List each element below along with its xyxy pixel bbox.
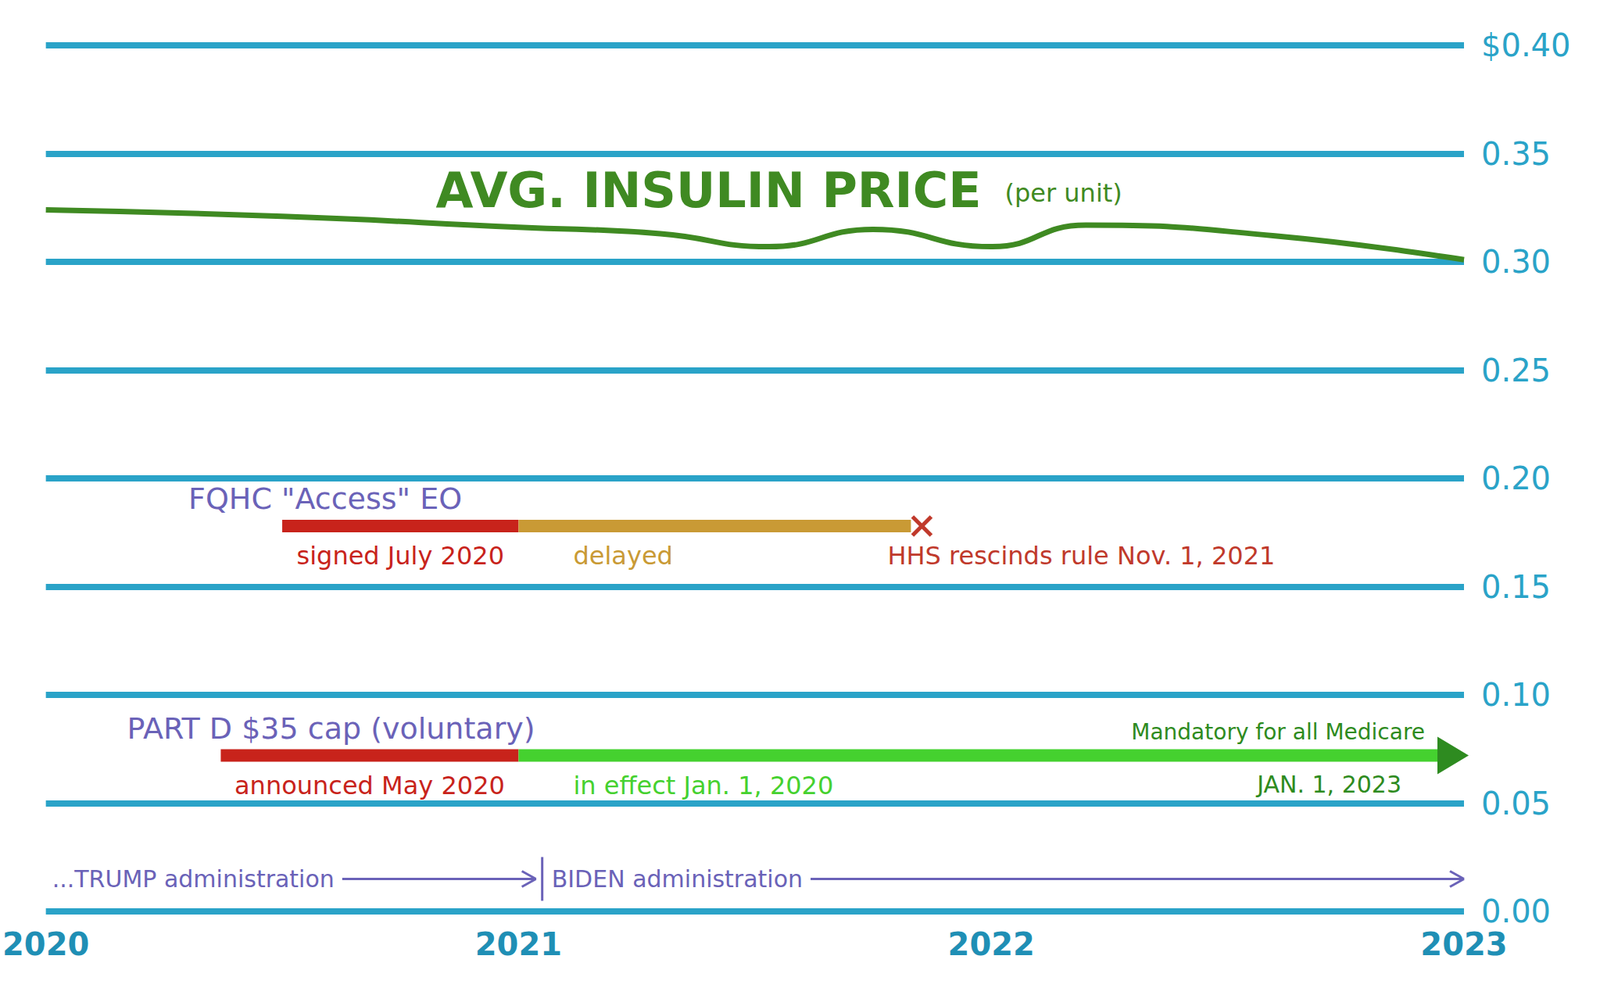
svg-text:Mandatory for all Medicare: Mandatory for all Medicare (1131, 719, 1425, 745)
svg-text:announced May 2020: announced May 2020 (234, 770, 505, 801)
svg-text:0.05: 0.05 (1481, 785, 1551, 822)
svg-text:2023: 2023 (1420, 926, 1507, 963)
svg-text:...TRUMP administration: ...TRUMP administration (52, 865, 335, 893)
svg-text:0.15: 0.15 (1481, 569, 1551, 605)
svg-text:2020: 2020 (2, 926, 90, 963)
svg-text:$0.40: $0.40 (1481, 27, 1572, 64)
svg-text:0.10: 0.10 (1481, 676, 1551, 713)
svg-text:0.20: 0.20 (1481, 460, 1551, 497)
svg-text:2022: 2022 (948, 926, 1035, 963)
svg-text:JAN. 1, 2023: JAN. 1, 2023 (1255, 770, 1402, 799)
svg-text:0.00: 0.00 (1481, 893, 1551, 930)
svg-text:0.30: 0.30 (1481, 243, 1551, 280)
svg-text:BIDEN administration: BIDEN administration (551, 865, 803, 893)
svg-text:delayed: delayed (572, 540, 673, 571)
svg-text:(per unit): (per unit) (1005, 178, 1123, 208)
svg-text:PART D $35 cap (voluntary): PART D $35 cap (voluntary) (126, 711, 535, 746)
svg-text:FQHC "Access" EO: FQHC "Access" EO (188, 481, 462, 516)
svg-text:0.25: 0.25 (1481, 352, 1551, 389)
svg-text:HHS rescinds rule Nov. 1, 2021: HHS rescinds rule Nov. 1, 2021 (887, 540, 1275, 571)
svg-text:in effect Jan. 1, 2020: in effect Jan. 1, 2020 (572, 770, 834, 801)
svg-text:signed July 2020: signed July 2020 (297, 540, 505, 571)
svg-text:2021: 2021 (475, 926, 562, 963)
svg-text:0.35: 0.35 (1481, 136, 1551, 172)
svg-text:AVG. INSULIN PRICE: AVG. INSULIN PRICE (436, 161, 982, 219)
